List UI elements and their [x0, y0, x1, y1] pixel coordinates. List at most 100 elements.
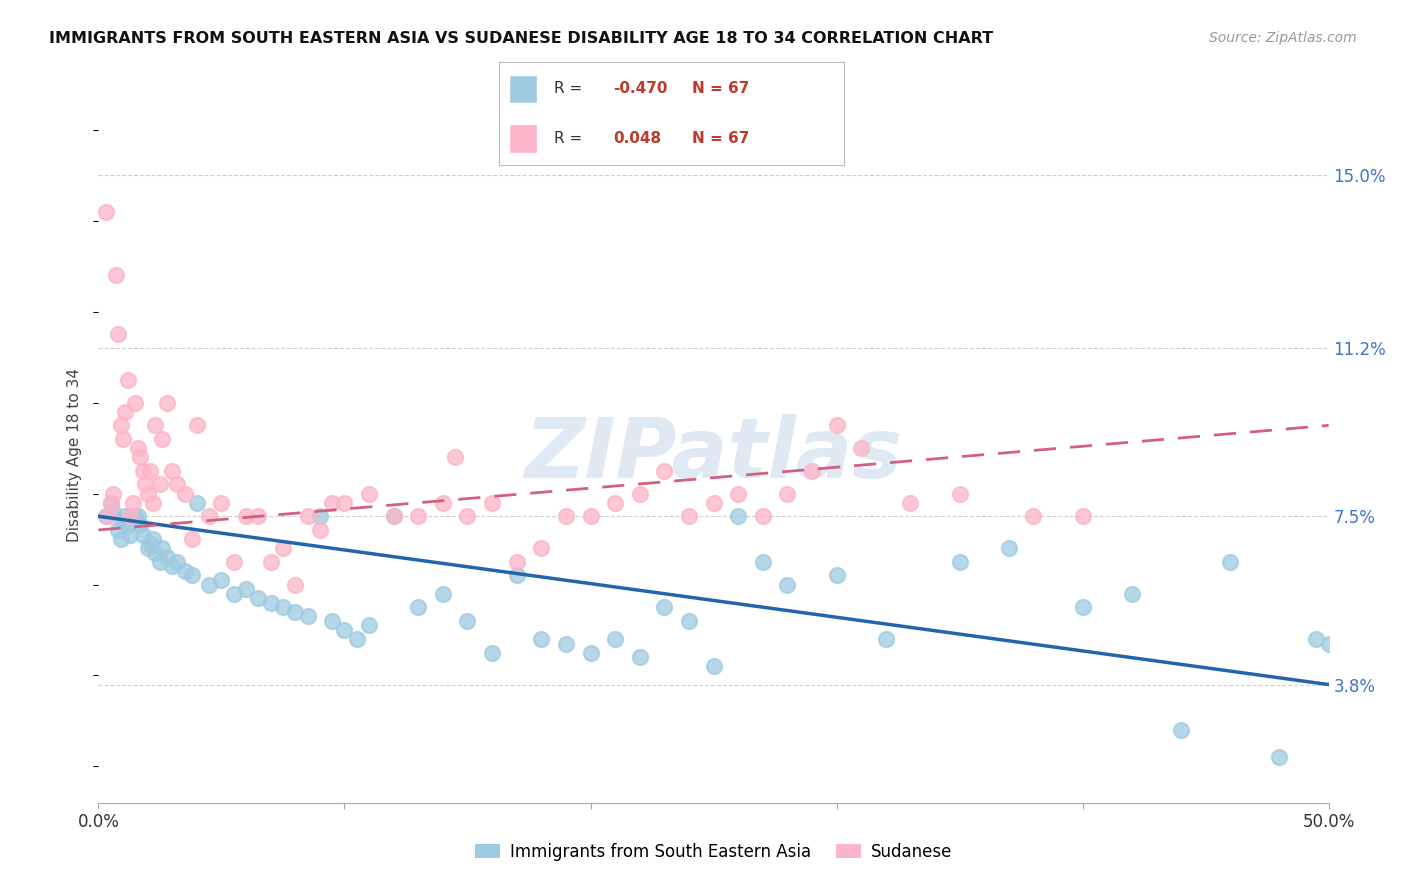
- Point: [136, 486, 159, 500]
- Point: [432, 586, 454, 600]
- Point: [114, 509, 136, 524]
- Point: [112, 514, 135, 528]
- Point: [110, 532, 132, 546]
- Point: [1317, 637, 1340, 651]
- Point: [198, 577, 221, 591]
- Point: [97, 509, 120, 524]
- Point: [408, 509, 430, 524]
- Point: [776, 486, 799, 500]
- Point: [628, 650, 651, 665]
- Point: [103, 486, 125, 500]
- Point: [652, 600, 676, 615]
- Point: [678, 614, 700, 628]
- Point: [104, 268, 127, 283]
- Point: [825, 418, 848, 433]
- Point: [481, 646, 503, 660]
- Point: [120, 527, 142, 541]
- Point: [346, 632, 368, 646]
- Point: [776, 577, 799, 591]
- Point: [530, 541, 553, 556]
- Point: [211, 573, 233, 587]
- Point: [506, 555, 529, 569]
- Point: [703, 659, 725, 673]
- Point: [579, 509, 602, 524]
- Point: [727, 509, 749, 524]
- Point: [875, 632, 897, 646]
- Point: [94, 204, 117, 219]
- Point: [152, 432, 174, 446]
- Point: [727, 486, 749, 500]
- Point: [1305, 632, 1327, 646]
- Point: [100, 496, 122, 510]
- Point: [605, 632, 627, 646]
- Point: [156, 550, 179, 565]
- Point: [162, 559, 183, 574]
- Point: [900, 496, 922, 510]
- Point: [149, 477, 172, 491]
- Point: [271, 541, 294, 556]
- Point: [235, 509, 257, 524]
- Point: [107, 523, 129, 537]
- Point: [752, 555, 775, 569]
- Point: [849, 441, 872, 455]
- Point: [107, 327, 129, 342]
- Point: [117, 518, 139, 533]
- Point: [162, 464, 183, 478]
- Text: 0.048: 0.048: [613, 131, 661, 146]
- Point: [998, 541, 1021, 556]
- Point: [186, 496, 208, 510]
- Point: [579, 646, 602, 660]
- Point: [408, 600, 430, 615]
- Point: [181, 568, 204, 582]
- Point: [605, 496, 627, 510]
- Point: [309, 523, 332, 537]
- Text: R =: R =: [554, 131, 588, 146]
- FancyBboxPatch shape: [509, 75, 537, 103]
- Point: [555, 509, 578, 524]
- Point: [297, 509, 319, 524]
- Text: N = 67: N = 67: [692, 81, 749, 96]
- Point: [114, 405, 136, 419]
- Point: [143, 546, 166, 560]
- Point: [117, 373, 139, 387]
- Point: [481, 496, 503, 510]
- Point: [1219, 555, 1241, 569]
- Point: [186, 418, 208, 433]
- Point: [309, 509, 332, 524]
- Text: -0.470: -0.470: [613, 81, 668, 96]
- Point: [271, 600, 294, 615]
- Point: [156, 395, 179, 409]
- Point: [142, 532, 165, 546]
- Point: [139, 536, 162, 550]
- Point: [247, 509, 270, 524]
- Point: [825, 568, 848, 582]
- Point: [628, 486, 651, 500]
- Point: [173, 564, 195, 578]
- Point: [260, 596, 283, 610]
- Point: [555, 637, 578, 651]
- Point: [143, 418, 166, 433]
- Point: [127, 441, 149, 455]
- Point: [1071, 509, 1094, 524]
- Point: [652, 464, 676, 478]
- Legend: Immigrants from South Eastern Asia, Sudanese: Immigrants from South Eastern Asia, Suda…: [468, 836, 959, 868]
- Point: [110, 418, 132, 433]
- Text: ZIPatlas: ZIPatlas: [524, 415, 903, 495]
- Point: [136, 541, 159, 556]
- Point: [382, 509, 405, 524]
- Point: [235, 582, 257, 596]
- Y-axis label: Disability Age 18 to 34: Disability Age 18 to 34: [67, 368, 83, 542]
- Point: [506, 568, 529, 582]
- Point: [321, 614, 343, 628]
- Point: [129, 518, 152, 533]
- Point: [152, 541, 174, 556]
- Point: [1268, 750, 1291, 764]
- Point: [149, 555, 172, 569]
- Point: [801, 464, 824, 478]
- Point: [359, 486, 381, 500]
- Point: [211, 496, 233, 510]
- Point: [752, 509, 775, 524]
- Point: [333, 496, 356, 510]
- Point: [1071, 600, 1094, 615]
- Point: [132, 527, 155, 541]
